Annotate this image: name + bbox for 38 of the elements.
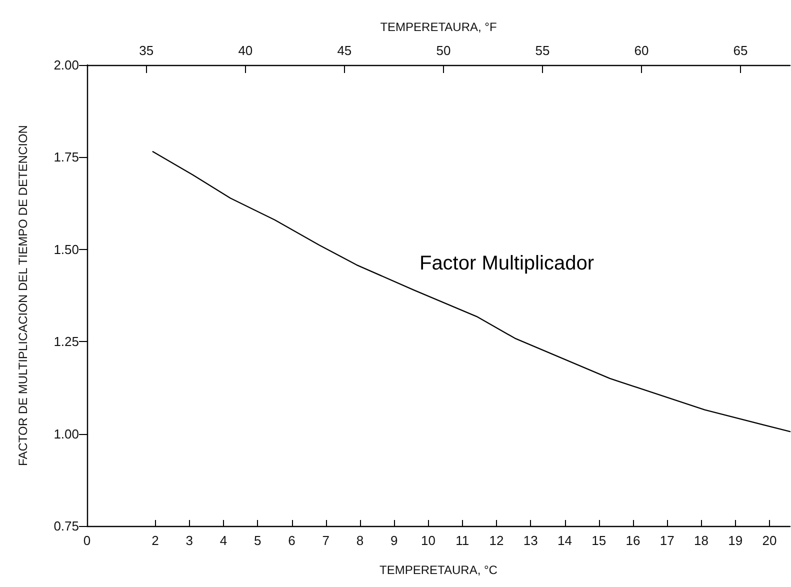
x-tick-label: 2 [152,533,159,548]
y-tick-label: 0.75 [54,518,79,534]
x-tick-label: 20 [762,533,777,548]
x-tick-label: 7 [322,533,330,548]
x-tick-label: 12 [489,533,504,548]
x2-tick-label: 60 [634,43,649,58]
x2-tick-label: 55 [535,43,550,58]
x-tick-label: 0 [83,533,91,548]
x2-tick-label: 40 [238,43,253,58]
y-tick-label: 1.50 [54,242,79,257]
x-tick-label: 14 [558,533,572,548]
x-axis-title: TEMPERETAURA, °C [380,563,498,577]
series-label: Factor Multiplicador [419,252,594,275]
x-tick-label: 4 [220,533,228,548]
x2-tick-label: 65 [733,43,748,58]
x-tick-label: 3 [186,533,193,548]
y-tick-label: 1.00 [54,426,79,442]
y-tick-label: 1.75 [54,150,79,165]
x-tick-label: 6 [288,533,296,548]
x-tick-label: 15 [592,533,606,548]
x-tick-label: 13 [523,533,538,548]
x-tick-label: 16 [626,533,640,548]
x-tick-label: 18 [694,533,709,548]
x-tick-label: 11 [456,533,470,548]
x-tick-label: 10 [421,533,436,548]
x-tick-label: 19 [728,533,743,548]
x-tick-label: 8 [356,533,364,548]
x2-axis-title: TEMPERETAURA, °F [380,20,497,34]
y-axis-title: FACTOR DE MULTIPLICACION DEL TIEMPO DE DETENCION [16,125,30,466]
y-tick-label: 1.25 [54,334,79,350]
x-tick-label: 5 [254,533,262,548]
x2-tick-label: 35 [139,43,154,58]
y-tick-label: 2.00 [54,58,79,72]
x-tick-label: 9 [390,533,398,548]
x-tick-label: 17 [660,533,674,548]
x2-tick-label: 45 [337,43,352,58]
x2-tick-label: 50 [436,43,451,58]
line-series [152,151,791,432]
